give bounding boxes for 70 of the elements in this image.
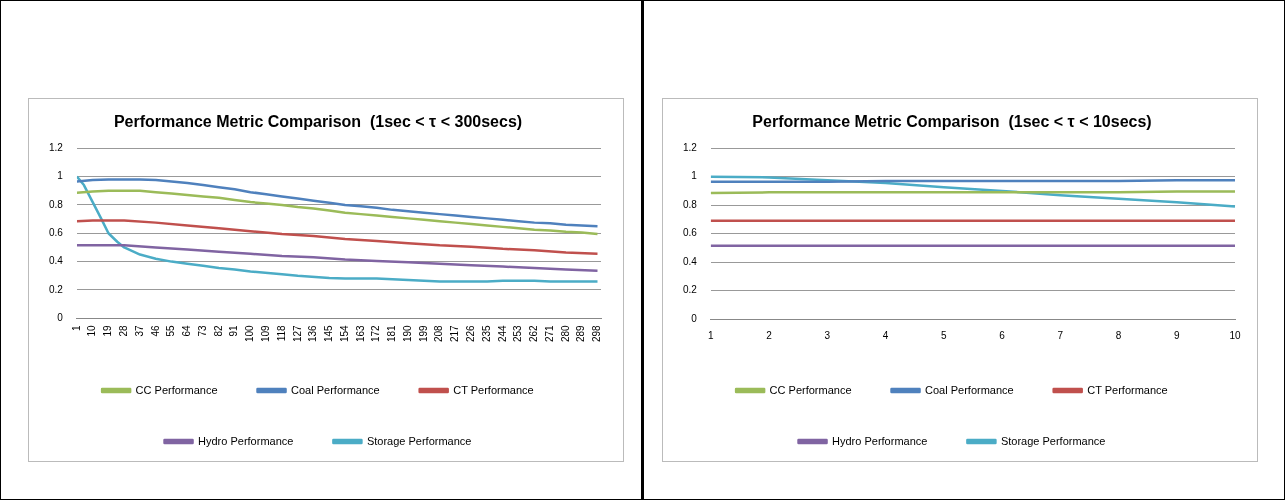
x-tick-label: 46: [149, 324, 161, 337]
x-tick-label: 10: [1229, 329, 1241, 341]
x-tick-label: 19: [102, 324, 114, 337]
y-tick-label: 0.6: [49, 227, 64, 239]
x-tick-label: 181: [386, 324, 398, 342]
y-tick-label: 0.6: [683, 227, 698, 239]
y-tick-label: 0.2: [683, 284, 698, 296]
x-tick-label: 235: [480, 324, 492, 342]
x-tick-label: 199: [417, 324, 429, 342]
x-tick-label: 271: [543, 324, 555, 342]
x-tick-label: 64: [181, 324, 193, 337]
legend-label: CC Performance: [769, 383, 852, 396]
legend-label: Storage Performance: [1000, 434, 1106, 447]
y-tick-label: 0.2: [49, 283, 64, 295]
x-tick-label: 136: [307, 324, 319, 342]
x-tick-label: 73: [196, 324, 208, 337]
legend-label: Storage Performance: [366, 434, 472, 447]
x-tick-label: 9: [1173, 329, 1180, 341]
x-tick-label: 1: [708, 329, 715, 341]
x-tick-label: 253: [512, 324, 524, 342]
x-tick-label: 154: [338, 324, 350, 342]
x-tick-label: 100: [244, 324, 256, 342]
x-tick-label: 55: [165, 324, 177, 337]
legend-label: Coal Performance: [925, 383, 1014, 396]
y-tick-label: 0.8: [683, 198, 698, 210]
x-tick-label: 118: [275, 324, 287, 342]
x-tick-label: 6: [999, 329, 1006, 341]
legend-label: CC Performance: [135, 383, 218, 396]
x-tick-label: 82: [212, 324, 224, 337]
legend-label: Coal Performance: [291, 383, 380, 396]
x-tick-label: 10: [86, 324, 98, 337]
chart-title: Performance Metric Comparison (1sec < τ < 10secs): [752, 113, 1152, 131]
y-tick-label: 1: [691, 170, 698, 182]
x-tick-label: 109: [259, 324, 271, 342]
x-tick-label: 163: [354, 324, 366, 342]
y-tick-label: 0.8: [49, 198, 64, 210]
legend-label: CT Performance: [453, 383, 534, 396]
chart-title: Performance Metric Comparison (1sec < τ < 300secs): [113, 113, 523, 131]
x-tick-label: 289: [575, 324, 587, 342]
x-tick-label: 280: [559, 324, 571, 342]
x-tick-label: 2: [766, 329, 773, 341]
x-tick-label: 1: [70, 324, 82, 331]
x-tick-label: 91: [228, 324, 240, 337]
y-tick-label: 0.4: [683, 255, 698, 267]
x-tick-label: 8: [1115, 329, 1122, 341]
legend-label: CT Performance: [1087, 383, 1168, 396]
y-tick-label: 0: [691, 312, 698, 324]
x-tick-label: 298: [591, 324, 603, 342]
x-tick-label: 5: [941, 329, 948, 341]
x-tick-label: 4: [882, 329, 889, 341]
y-tick-label: 1: [57, 170, 64, 182]
x-tick-label: 226: [465, 324, 477, 342]
legend-label: Hydro Performance: [198, 434, 294, 447]
x-tick-label: 172: [370, 324, 382, 342]
x-tick-label: 127: [291, 324, 303, 342]
x-tick-label: 217: [449, 324, 461, 342]
x-tick-label: 3: [824, 329, 831, 341]
y-tick-label: 0.4: [49, 255, 64, 267]
y-tick-label: 1.2: [49, 141, 64, 153]
x-tick-label: 208: [433, 324, 445, 342]
x-tick-label: 145: [323, 324, 335, 342]
x-tick-label: 262: [528, 324, 540, 342]
x-tick-label: 28: [117, 324, 129, 337]
y-tick-label: 1.2: [683, 141, 698, 153]
x-tick-label: 190: [401, 324, 413, 342]
y-tick-label: 0: [57, 312, 64, 324]
legend-label: Hydro Performance: [832, 434, 928, 447]
x-tick-label: 244: [496, 324, 508, 342]
x-tick-label: 7: [1057, 329, 1064, 341]
x-tick-label: 37: [133, 324, 145, 337]
